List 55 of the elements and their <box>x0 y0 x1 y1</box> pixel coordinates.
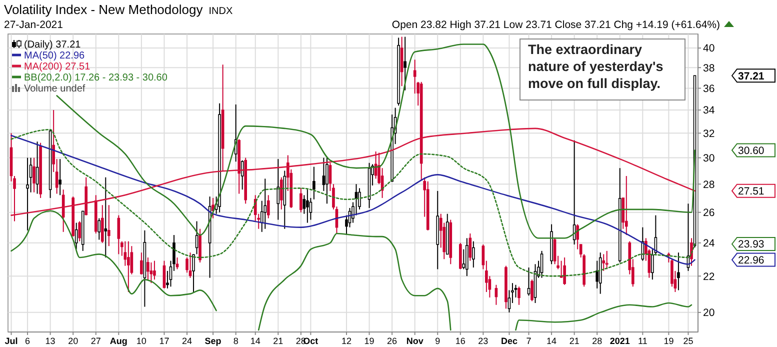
y-tick-label: 40 <box>703 42 715 55</box>
y-tick-label: 38 <box>703 62 715 74</box>
y-tick-label: 34 <box>703 104 715 117</box>
y-tick-label: 32 <box>703 128 715 140</box>
x-tick-label: Dec <box>500 336 518 346</box>
y-tick-label: 20 <box>703 307 715 320</box>
x-tick-label: 24 <box>182 336 192 346</box>
x-tick-label: 10 <box>136 336 146 346</box>
y-tick-label: 22 <box>703 270 715 283</box>
text: 23.93 <box>738 238 764 251</box>
x-tick-label: 6 <box>25 336 30 346</box>
x-tick-label: 21 <box>273 336 284 346</box>
x-tick-label: 7 <box>526 336 532 346</box>
x-tick-label: 26 <box>387 336 398 346</box>
x-tick-label: 19 <box>664 336 674 346</box>
legend-label: (Daily) 37.21 <box>24 40 82 50</box>
text: 37.21 <box>738 70 764 82</box>
x-tick-label: 11 <box>638 336 648 346</box>
text: INDX <box>208 6 233 17</box>
chart-title: Volatility Index - New Methodology <box>4 2 204 17</box>
y-tick-label: 26 <box>703 207 715 220</box>
legend-label: BB(20,2.0) 17.26 - 23.93 - 30.60 <box>24 72 168 84</box>
x-tick-label: 14 <box>546 336 557 346</box>
x-tick-label: 12 <box>341 336 352 346</box>
annotation: The extraordinary nature of yesterday's move on full display. <box>528 42 664 91</box>
x-tick-label: 16 <box>455 336 466 346</box>
annotation: Volume undef <box>24 84 86 94</box>
x-tick-label: 13 <box>45 336 56 346</box>
chart-subtitle: 27-Jan-2021 <box>4 19 64 31</box>
x-tick-label: Sep <box>204 336 222 346</box>
x-tick-label: 9 <box>435 336 440 346</box>
x-tick-label: Jul <box>4 336 18 346</box>
text: 22.96 <box>738 254 764 266</box>
y-tick-label: 24 <box>703 238 715 250</box>
x-tick-label: 28 <box>592 336 602 346</box>
y-tick-label: 30 <box>703 152 715 164</box>
x-tick-label: 8 <box>233 336 238 346</box>
legend-label: MA(50) 22.96 <box>24 50 86 62</box>
x-tick-label: 20 <box>68 336 78 346</box>
y-tick-label: 28 <box>703 178 715 191</box>
text: Open 23.82 High 37.21 Low 23.71 Close 37.21 Chg +14.19 (+61.64%) <box>392 19 720 31</box>
x-tick-label: 19 <box>364 336 374 346</box>
x-tick-label: 23 <box>478 336 488 346</box>
x-tick-label: Aug <box>110 336 128 346</box>
x-tick-label: Nov <box>406 336 424 346</box>
text: 30.60 <box>738 144 764 157</box>
text: 27.51 <box>738 186 764 198</box>
x-tick-label: 2021 <box>610 336 630 346</box>
legend-label: MA(200) 27.51 <box>24 62 91 72</box>
x-tick-label: 17 <box>159 336 170 346</box>
x-tick-label: 25 <box>683 336 694 346</box>
y-tick-label: 36 <box>703 82 715 95</box>
x-tick-label: 27 <box>90 336 101 346</box>
x-tick-label: 21 <box>569 336 580 346</box>
x-tick-label: 14 <box>250 336 260 346</box>
